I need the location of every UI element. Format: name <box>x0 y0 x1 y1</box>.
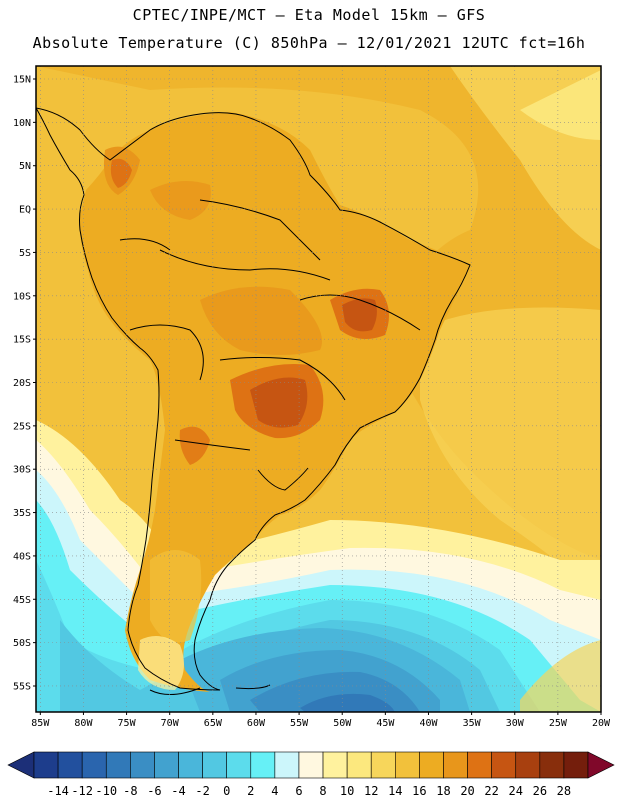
lon-tick-label: 70W <box>161 718 180 729</box>
colorbar-label: 26 <box>533 784 547 798</box>
colorbar-label: -2 <box>195 784 209 798</box>
lat-tick-label: 5N <box>19 161 31 172</box>
colorbar-swatch <box>370 751 396 779</box>
colorbar-label: 10 <box>340 784 354 798</box>
colorbar-swatch <box>178 751 203 779</box>
colorbar-over-arrow <box>587 751 615 779</box>
lon-tick-label: 50W <box>333 718 352 729</box>
lat-tick-label: 20S <box>13 378 31 389</box>
coastline <box>36 107 471 695</box>
colorbar-swatch <box>57 751 83 779</box>
colorbar-swatch <box>419 751 444 779</box>
colorbar-swatch <box>250 751 276 779</box>
colorbar-swatch <box>298 751 324 779</box>
colorbar-label: -14 <box>47 784 69 798</box>
lat-tick-label: 10N <box>13 118 31 129</box>
colorbar-swatch <box>202 751 227 779</box>
colorbar-label: 24 <box>509 784 523 798</box>
colorbar-swatch <box>105 751 131 779</box>
colorbar-swatch <box>33 751 59 779</box>
colorbar-label: -10 <box>95 784 117 798</box>
map-title: CPTEC/INPE/MCT – Eta Model 15km – GFS <box>132 6 486 24</box>
lon-tick-label: 40W <box>419 718 438 729</box>
lat-tick-label: EQ <box>19 205 31 216</box>
colorbar-swatch <box>395 751 420 779</box>
lon-tick-label: 65W <box>204 718 223 729</box>
colorbar-label: 14 <box>388 784 402 798</box>
lon-tick-label: 55W <box>290 718 309 729</box>
colorbar-swatch <box>81 751 107 779</box>
colorbar-swatch <box>563 751 589 779</box>
lon-tick-label: 80W <box>74 718 93 729</box>
colorbar: -14 -12 -10 -8 -6 -4 -2 0 2 4 6 8 10 12 14 16 18 20 22 24 26… <box>7 751 615 798</box>
lat-tick-label: 50S <box>13 638 31 649</box>
colorbar-label: 6 <box>295 784 302 798</box>
colorbar-swatch <box>539 751 565 779</box>
lon-tick-label: 85W <box>31 718 50 729</box>
lat-tick-label: 15N <box>13 75 31 86</box>
lon-tick-label: 45W <box>376 718 395 729</box>
colorbar-swatch <box>154 751 179 779</box>
colorbar-swatch <box>515 751 541 779</box>
colorbar-swatch <box>322 751 348 779</box>
colorbar-label: 0 <box>223 784 230 798</box>
lon-tick-label: 35W <box>463 718 482 729</box>
colorbar-label: 4 <box>271 784 278 798</box>
lat-tick-label: 30S <box>13 465 31 476</box>
lat-tick-label: 5S <box>19 248 31 259</box>
lon-tick-label: 75W <box>118 718 137 729</box>
colorbar-swatch <box>443 751 468 779</box>
colorbar-swatch <box>491 751 517 779</box>
colorbar-label: 16 <box>412 784 426 798</box>
lat-tick-label: 55S <box>13 681 31 692</box>
colorbar-swatch <box>130 751 155 779</box>
colorbar-label: -6 <box>147 784 161 798</box>
colorbar-label: -12 <box>71 784 93 798</box>
colorbar-label: 2 <box>247 784 254 798</box>
colorbar-label: -4 <box>171 784 185 798</box>
map-subtitle: Absolute Temperature (C) 850hPa – 12/01/… <box>32 34 586 52</box>
map-frame <box>35 65 602 713</box>
lon-tick-label: 60W <box>247 718 266 729</box>
latitude-axis: 15N 10N 5N EQ 5S 10S 15S 20S 25S 30S 35S 40S 45S 50S 5… <box>13 75 36 692</box>
colorbar-under-arrow <box>7 751 35 779</box>
colorbar-swatch <box>346 751 372 779</box>
colorbar-label: 22 <box>484 784 498 798</box>
colorbar-swatch <box>274 751 300 779</box>
lon-tick-label: 20W <box>592 718 611 729</box>
lat-tick-label: 40S <box>13 551 31 562</box>
colorbar-swatch <box>226 751 252 779</box>
lat-tick-label: 25S <box>13 421 31 432</box>
colorbar-label: 28 <box>557 784 571 798</box>
lat-tick-label: 45S <box>13 595 31 606</box>
lon-tick-label: 30W <box>506 718 525 729</box>
longitude-axis: 85W 80W 75W 70W 65W 60W 55W 50W 45W 40W 35W 30W 25W 2… <box>31 712 611 729</box>
colorbar-label: 18 <box>436 784 450 798</box>
colorbar-label: -8 <box>123 784 137 798</box>
lat-tick-label: 15S <box>13 335 31 346</box>
colorbar-label: 12 <box>364 784 378 798</box>
colorbar-label: 8 <box>319 784 326 798</box>
lat-tick-label: 10S <box>13 291 31 302</box>
field-layer <box>36 66 601 712</box>
lon-tick-label: 25W <box>549 718 568 729</box>
lat-tick-label: 35S <box>13 508 31 519</box>
colorbar-label: 20 <box>460 784 474 798</box>
colorbar-swatch <box>467 751 492 779</box>
